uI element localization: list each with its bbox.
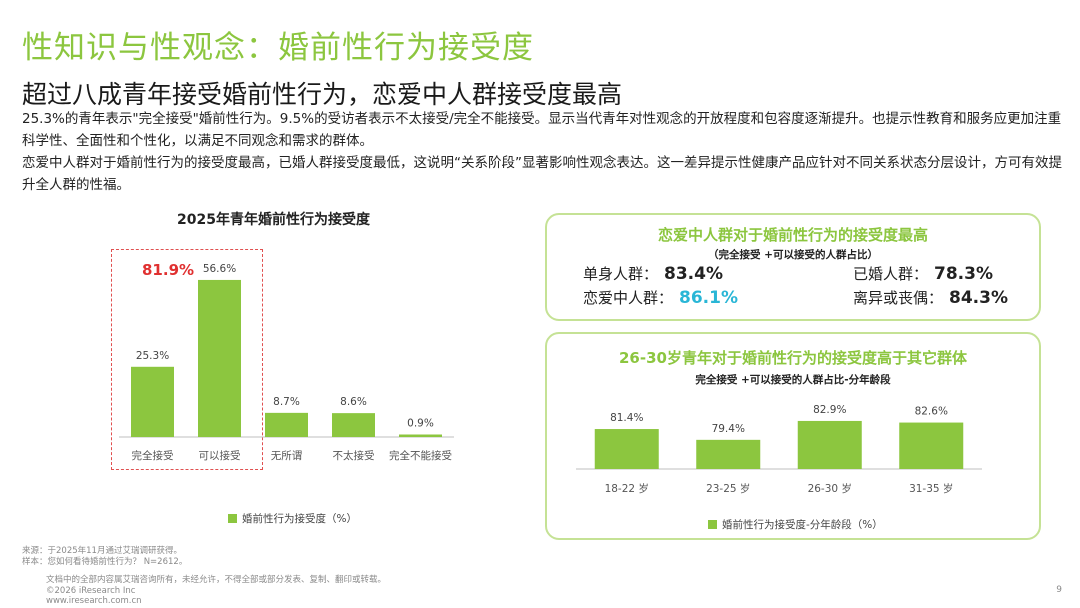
page-number: 9 (1056, 585, 1062, 595)
bar-2 (265, 412, 308, 437)
copyright-note: 文档中的全部内容属艾瑞咨询所有，未经允许，不得全部或部分发表、复制、翻印或转载。 (46, 575, 387, 585)
left-chart-title: 2025年青年婚前性行为接受度 (177, 212, 370, 228)
slide-title: 性知识与性观念：婚前性行为接受度 (22, 30, 534, 66)
legend-swatch (708, 520, 717, 529)
bar-0 (131, 366, 174, 437)
bar-0 (594, 429, 659, 469)
value-label-1: 79.4% (712, 423, 745, 435)
stat-single: 单身人群： 83.4% (583, 263, 723, 284)
right-chart-legend: 婚前性行为接受度-分年龄段（%） (708, 517, 883, 532)
bar-4 (399, 434, 442, 437)
stat-label: 恋爱中人群： (583, 289, 674, 307)
stat-value: 83.4% (664, 264, 723, 284)
stat-label: 离异或丧偶： (853, 289, 944, 307)
relationship-card-title: 恋爱中人群对于婚前性行为的接受度最高 (657, 226, 928, 244)
category-label-0: 18-22 岁 (605, 482, 649, 495)
value-label-1: 56.6% (203, 263, 236, 275)
source-note: 来源：于2025年11月通过艾瑞调研获得。 (22, 546, 182, 556)
bar-3 (332, 413, 375, 437)
highlight-total-value: 81.9% (142, 261, 195, 279)
value-label-3: 82.6% (915, 406, 948, 418)
category-label-2: 无所谓 (271, 450, 303, 462)
category-label-3: 31-35 岁 (909, 482, 953, 495)
relationship-card: 恋爱中人群对于婚前性行为的接受度最高 （完全接受 +可以接受的人群占比） 单身人… (545, 213, 1041, 321)
stat-in-love: 恋爱中人群： 86.1% (583, 287, 738, 308)
description-paragraph-2: 恋爱中人群对于婚前性行为的接受度最高，已婚人群接受度最低，这说明“关系阶段”显著… (22, 155, 1062, 193)
bar-3 (899, 422, 964, 469)
stat-value-highlight: 86.1% (679, 288, 738, 308)
age-card-title: 26-30岁青年对于婚前性行为的接受度高于其它群体 (619, 349, 967, 367)
category-label-0: 完全接受 (132, 449, 174, 462)
left-chart-legend: 婚前性行为接受度（%） (228, 511, 357, 526)
legend-label: 婚前性行为接受度-分年龄段（%） (722, 519, 883, 531)
slide-subtitle: 超过八成青年接受婚前性行为，恋爱中人群接受度最高 (22, 80, 623, 109)
stat-label: 单身人群： (583, 265, 659, 283)
category-label-4: 完全不能接受 (389, 449, 452, 462)
website: www.iresearch.com.cn (46, 596, 142, 606)
value-label-4: 0.9% (407, 418, 434, 430)
category-label-2: 26-30 岁 (808, 482, 852, 495)
value-label-2: 8.7% (273, 396, 300, 408)
copyright: ©2026 iResearch Inc (46, 586, 136, 596)
legend-label: 婚前性行为接受度（%） (242, 513, 357, 525)
description-paragraph-1: 25.3%的青年表示"完全接受"婚前性行为。9.5%的受访者表示不太接受/完全不… (22, 111, 1062, 149)
age-card-subtitle: 完全接受 +可以接受的人群占比-分年龄段 (695, 374, 891, 386)
bar-2 (797, 420, 862, 469)
value-label-3: 8.6% (340, 396, 367, 408)
stat-divorced-widowed: 离异或丧偶： 84.3% (853, 287, 1008, 308)
highlight-box (111, 249, 263, 470)
value-label-2: 82.9% (813, 404, 846, 416)
stat-married: 已婚人群： 78.3% (853, 263, 993, 284)
sample-note: 样本：您如何看待婚前性行为？ N=2612。 (22, 557, 188, 567)
bar-1 (696, 439, 761, 469)
category-label-3: 不太接受 (333, 449, 375, 462)
bar-1 (198, 279, 241, 437)
category-label-1: 可以接受 (199, 449, 241, 462)
category-label-1: 23-25 岁 (706, 482, 750, 495)
stat-value: 78.3% (934, 264, 993, 284)
value-label-0: 81.4% (610, 412, 643, 424)
stat-value: 84.3% (949, 288, 1008, 308)
stat-label: 已婚人群： (853, 265, 929, 283)
relationship-card-subtitle: （完全接受 +可以接受的人群占比） (708, 249, 878, 261)
legend-swatch (228, 514, 237, 523)
value-label-0: 25.3% (136, 350, 169, 362)
